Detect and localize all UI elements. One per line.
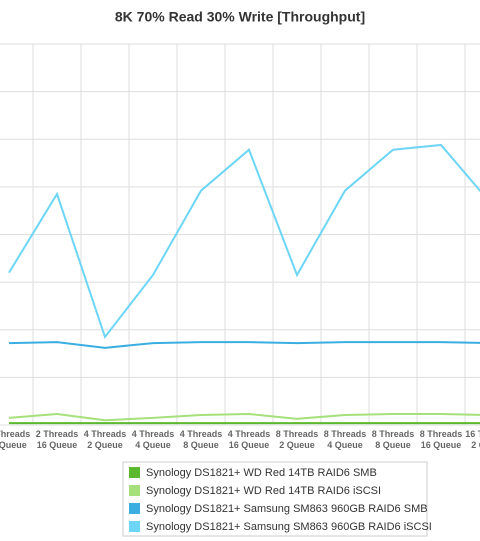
x-tick-label: 8 Threads 16 Queue [420,429,463,450]
legend-box [122,461,428,537]
legend-label: Synology DS1821+ WD Red 14TB RAID6 iSCSI [146,485,381,497]
x-tick-label: 8 Threads 4 Queue [324,429,367,450]
x-tick-label: 4 Threads 16 Queue [228,429,271,450]
x-tick-label: 2 Threads 16 Queue [36,429,79,450]
x-tick-label: 4 Threads 4 Queue [132,429,175,450]
legend-label: Synology DS1821+ WD Red 14TB RAID6 SMB [146,467,377,479]
series-line [8,143,480,339]
x-tick-label: 4 Threads 8 Queue [180,429,223,450]
legend-swatch [129,467,140,478]
legend-swatch [129,485,140,496]
x-tick-label: 8 Threads 8 Queue [372,429,415,450]
series-line [8,413,480,422]
legend-swatch [129,503,140,514]
x-tick-label: 8 Threads 2 Queue [276,429,319,450]
legend-label: Synology DS1821+ Samsung SM863 960GB RAI… [146,503,428,515]
chart-title: 8K 70% Read 30% Write [Throughput] [115,9,365,25]
legend-swatch [129,521,140,532]
x-tick-label: 4 Threads 2 Queue [84,429,127,450]
series-line [8,341,480,349]
legend-label: Synology DS1821+ Samsung SM863 960GB RAI… [146,521,432,533]
